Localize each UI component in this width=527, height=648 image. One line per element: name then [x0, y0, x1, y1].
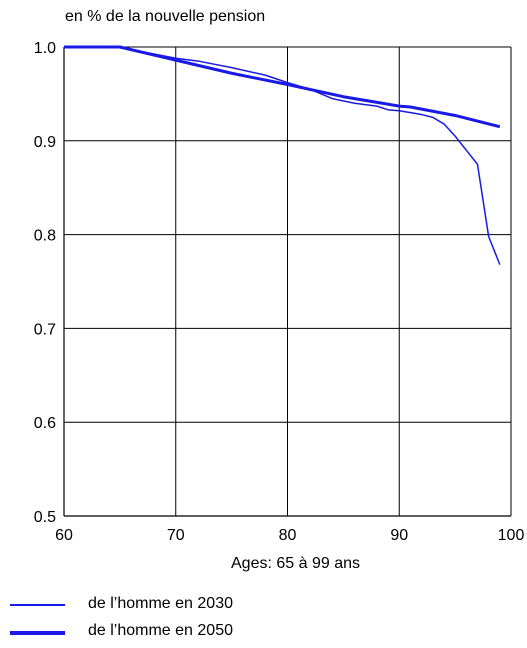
series-line-2050: [64, 45, 501, 129]
y-tick-label: 0.6: [34, 415, 56, 432]
x-tick-label: 100: [498, 527, 525, 544]
y-tick-label: 0.5: [34, 509, 56, 526]
x-axis-label: Ages: 65 à 99 ans: [231, 555, 360, 572]
line-chart: 60 70 80 90 100 1.0 0.9 0.8 0.7 0.6 0.5 Ages: 65 à…: [34, 40, 525, 572]
legend-label-2030: de l’homme en 2030: [88, 595, 233, 612]
legend-swatch-2030: [10, 604, 65, 606]
legend-item-2050: de l’homme en 2050: [0, 620, 527, 648]
x-tick-label: 60: [55, 527, 73, 544]
y-tick-label: 1.0: [34, 40, 56, 57]
y-tick-label: 0.9: [34, 134, 56, 151]
y-axis-label: en % de la nouvelle pension: [65, 8, 266, 25]
y-tick-label: 0.8: [34, 228, 56, 245]
x-tick-label: 90: [390, 527, 408, 544]
x-tick-label: 70: [167, 527, 185, 544]
y-tick-label: 0.7: [34, 321, 56, 338]
tick-labels: 60 70 80 90 100 1.0 0.9 0.8 0.7 0.6 0.5: [34, 40, 525, 544]
grid: [63, 46, 512, 517]
legend-item-2030: de l’homme en 2030: [0, 592, 527, 620]
series-line-2030: [64, 46, 501, 265]
legend-swatch-2050: [10, 631, 65, 635]
legend-label-2050: de l’homme en 2050: [88, 622, 233, 639]
legend: de l’homme en 2030 de l’homme en 2050: [0, 592, 527, 648]
x-tick-label: 80: [279, 527, 297, 544]
series-layer: [64, 45, 501, 265]
